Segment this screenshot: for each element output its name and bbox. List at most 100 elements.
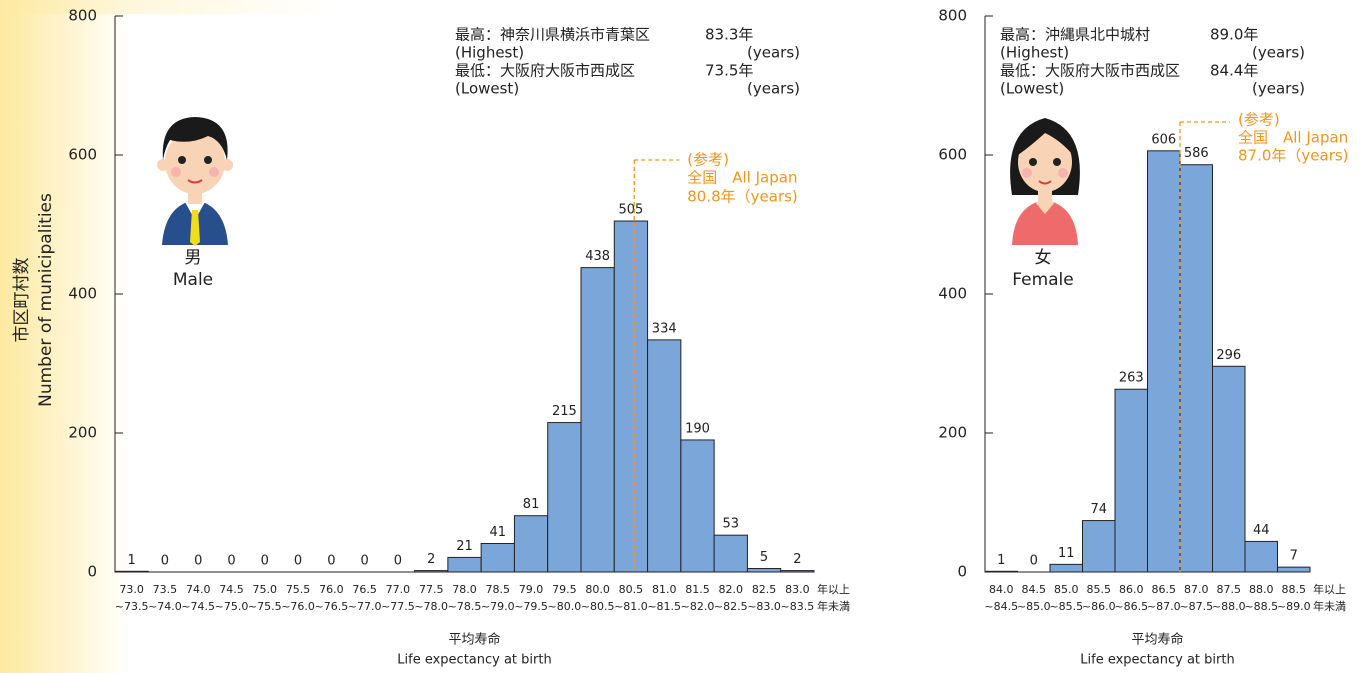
bar bbox=[513, 515, 549, 573]
x-tick-label: ~87.0 bbox=[1147, 600, 1181, 613]
x-tick-label: 79.5 bbox=[552, 583, 577, 596]
note-value: 84.4年 bbox=[1210, 62, 1258, 80]
x-axis-title: Life expectancy at birth bbox=[1080, 653, 1234, 668]
value-label: 0 bbox=[361, 554, 369, 569]
note: 最低：大阪府大阪市西成区 bbox=[1000, 62, 1180, 80]
bar bbox=[580, 267, 615, 573]
bar bbox=[1244, 540, 1278, 573]
bar bbox=[447, 556, 482, 573]
value-label: 2 bbox=[793, 552, 801, 567]
note-value: (years) bbox=[1252, 44, 1305, 62]
value-label: 0 bbox=[194, 554, 202, 569]
reference-label: (参考) bbox=[687, 151, 729, 169]
x-tick-label: 73.5 bbox=[153, 583, 178, 596]
note-value: (years) bbox=[747, 80, 800, 98]
value-label: 0 bbox=[327, 554, 335, 569]
value-label: 11 bbox=[1058, 546, 1075, 561]
x-tick-label: ~75.5 bbox=[248, 600, 282, 613]
x-tick-label: 87.5 bbox=[1217, 583, 1242, 596]
x-axis-title: Life expectancy at birth bbox=[397, 653, 551, 668]
value-label: 1 bbox=[128, 553, 136, 568]
value-label: 0 bbox=[227, 554, 235, 569]
bar bbox=[713, 534, 748, 573]
y-tick-label: 200 bbox=[938, 424, 967, 442]
reference-label: 87.0年（years) bbox=[1238, 147, 1349, 165]
y-tick-label: 0 bbox=[957, 563, 967, 581]
value-label: 0 bbox=[161, 554, 169, 569]
note: (Highest) bbox=[455, 44, 524, 62]
x-tick-label: ~87.5 bbox=[1179, 600, 1213, 613]
x-unit: 年未満 bbox=[817, 599, 850, 613]
value-label: 21 bbox=[456, 539, 473, 554]
x-tick-label: 74.0 bbox=[186, 583, 211, 596]
x-tick-label: ~79.5 bbox=[514, 600, 548, 613]
x-tick-label: ~73.5 bbox=[115, 600, 149, 613]
y-axis-title: Number of municipalities bbox=[36, 193, 56, 407]
background bbox=[0, 0, 130, 673]
x-tick-label: ~78.5 bbox=[448, 600, 482, 613]
bar bbox=[613, 220, 649, 573]
x-axis-title: 平均寿命 bbox=[448, 632, 500, 648]
reference-label: (参考) bbox=[1238, 111, 1280, 129]
bar bbox=[647, 339, 682, 573]
value-label: 190 bbox=[685, 421, 710, 436]
x-tick-label: ~77.5 bbox=[381, 600, 415, 613]
bar bbox=[746, 568, 782, 573]
note: 最高：神奈川県横浜市青葉区 bbox=[455, 26, 650, 44]
x-tick-label: ~79.0 bbox=[481, 600, 515, 613]
x-tick-label: ~88.5 bbox=[1244, 600, 1278, 613]
value-label: 7 bbox=[1290, 549, 1298, 564]
value-label: 263 bbox=[1119, 371, 1144, 386]
y-tick-label: 800 bbox=[68, 7, 97, 25]
background bbox=[0, 0, 330, 14]
male-icon bbox=[157, 117, 233, 246]
x-tick-label: 78.5 bbox=[486, 583, 511, 596]
y-tick-label: 400 bbox=[68, 285, 97, 303]
x-tick-label: 80.0 bbox=[585, 583, 610, 596]
y-tick-label: 0 bbox=[87, 563, 97, 581]
x-unit: 年以上 bbox=[1313, 582, 1346, 596]
y-tick-label: 600 bbox=[68, 146, 97, 164]
x-tick-label: 88.0 bbox=[1249, 583, 1274, 596]
value-label: 1 bbox=[997, 553, 1005, 568]
x-axis-title: 平均寿命 bbox=[1131, 632, 1183, 648]
x-tick-label: ~86.5 bbox=[1114, 600, 1148, 613]
x-tick-label: 88.5 bbox=[1282, 583, 1307, 596]
value-label: 0 bbox=[261, 554, 269, 569]
note: 最高：沖縄県北中城村 bbox=[1000, 26, 1150, 44]
figure-label: 女 bbox=[1035, 248, 1052, 268]
figure-label: 男 bbox=[185, 248, 202, 268]
figure-label: Male bbox=[173, 270, 213, 290]
x-tick-label: ~80.5 bbox=[581, 600, 615, 613]
y-tick-label: 800 bbox=[938, 7, 967, 25]
x-tick-label: ~85.0 bbox=[1017, 600, 1051, 613]
y-tick-label: 200 bbox=[68, 424, 97, 442]
x-tick-label: ~76.5 bbox=[314, 600, 348, 613]
bar bbox=[480, 543, 515, 573]
value-label: 81 bbox=[523, 497, 540, 512]
bar bbox=[1277, 566, 1311, 573]
bar bbox=[547, 422, 582, 573]
x-tick-label: 80.5 bbox=[619, 583, 644, 596]
note-value: 73.5年 bbox=[705, 62, 753, 80]
figure-label: Female bbox=[1012, 270, 1073, 290]
x-tick-label: ~84.5 bbox=[984, 600, 1018, 613]
note: (Lowest) bbox=[455, 80, 519, 98]
value-label: 606 bbox=[1151, 132, 1176, 147]
female-icon bbox=[1010, 118, 1080, 245]
x-tick-label: 78.0 bbox=[452, 583, 477, 596]
bar bbox=[1082, 520, 1116, 573]
note: (Lowest) bbox=[1000, 80, 1064, 98]
x-tick-label: 76.5 bbox=[352, 583, 377, 596]
value-label: 41 bbox=[490, 525, 507, 540]
x-tick-label: ~74.5 bbox=[181, 600, 215, 613]
value-label: 296 bbox=[1216, 348, 1241, 363]
reference-label: 全国 All Japan bbox=[1238, 129, 1348, 147]
bar bbox=[680, 439, 715, 573]
x-tick-label: ~80.0 bbox=[547, 600, 581, 613]
note-value: (years) bbox=[1252, 80, 1305, 98]
x-tick-label: 84.5 bbox=[1022, 583, 1047, 596]
x-tick-label: 81.5 bbox=[685, 583, 710, 596]
x-tick-label: 75.5 bbox=[286, 583, 311, 596]
